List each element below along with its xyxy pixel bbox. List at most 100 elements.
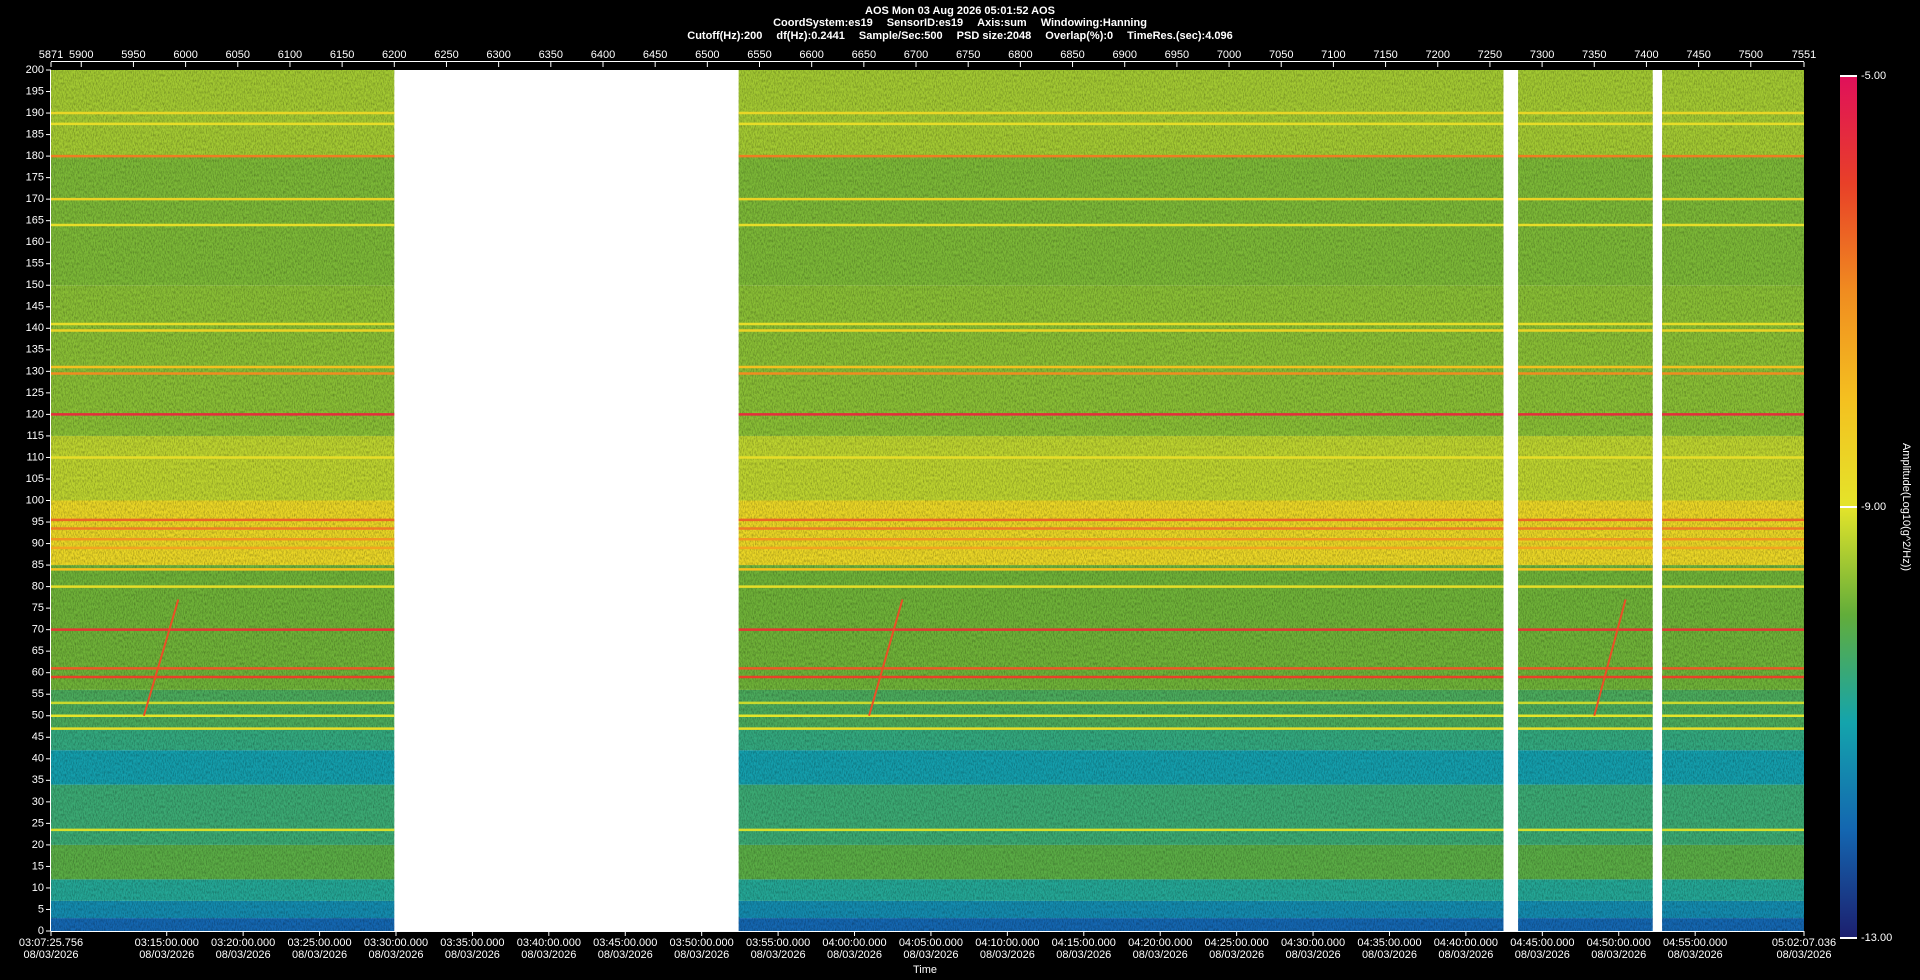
time-tick-label: 03:35:00.000: [440, 937, 504, 949]
spectrogram: [51, 70, 1804, 931]
chirp: [1593, 599, 1627, 717]
x-tick-label: 6500: [695, 49, 719, 61]
header-field: Windowing:Hanning: [1041, 17, 1147, 29]
y-tick-label: 190: [26, 107, 44, 119]
time-tick-date: 08/03/2026: [751, 949, 806, 961]
time-tick-label: 04:20:00.000: [1128, 937, 1192, 949]
noise-texture: [1518, 70, 1653, 931]
y-tick-label: 65: [32, 645, 44, 657]
time-tick-date: 08/03/2026: [521, 949, 576, 961]
time-tick-date: 08/03/2026: [1133, 949, 1188, 961]
time-tick-label: 04:10:00.000: [975, 937, 1039, 949]
x-tick-label: 6700: [904, 49, 928, 61]
time-tick-date: 08/03/2026: [1591, 949, 1646, 961]
x-tick-label: 7250: [1478, 49, 1502, 61]
time-tick-label: 03:20:00.000: [211, 937, 275, 949]
x-tick-label: 7150: [1373, 49, 1397, 61]
header-field: Axis:sum: [977, 17, 1027, 29]
x-tick-label: 6000: [173, 49, 197, 61]
x-tick-label: 6400: [591, 49, 615, 61]
y-tick-label: 5: [38, 903, 44, 915]
y-tick-label: 195: [26, 85, 44, 97]
colorbar-tick-label: -13.00: [1861, 932, 1892, 944]
x-tick-label: 7551: [1792, 49, 1816, 61]
time-tick-label: 04:35:00.000: [1357, 937, 1421, 949]
header-field: AOS Mon 03 Aug 2026 05:01:52 AOS: [865, 5, 1055, 17]
noise-texture: [738, 70, 1504, 931]
header-field: Cutoff(Hz):200: [687, 30, 762, 42]
x-tick-label: 6450: [643, 49, 667, 61]
x-tick-label: 6350: [539, 49, 563, 61]
time-tick-date: 08/03/2026: [1438, 949, 1493, 961]
x-tick-label: 6850: [1060, 49, 1084, 61]
time-tick-label: 03:50:00.000: [670, 937, 734, 949]
colorbar-tick-label: -9.00: [1861, 501, 1886, 513]
y-tick-label: 180: [26, 150, 44, 162]
y-tick-label: 40: [32, 753, 44, 765]
y-tick-label: 150: [26, 279, 44, 291]
x-tick-label: 6900: [1112, 49, 1136, 61]
x-tick-label: 7350: [1582, 49, 1606, 61]
x-tick-label: 6050: [226, 49, 250, 61]
x-tick-label: 6650: [852, 49, 876, 61]
time-tick-label: 03:30:00.000: [364, 937, 428, 949]
time-tick-date: 08/03/2026: [1515, 949, 1570, 961]
time-tick-date: 08/03/2026: [1286, 949, 1341, 961]
x-tick-label: 7000: [1217, 49, 1241, 61]
time-tick-date: 08/03/2026: [1362, 949, 1417, 961]
y-tick-label: 35: [32, 774, 44, 786]
x-tick-label: 6300: [486, 49, 510, 61]
header-field: Overlap(%):0: [1045, 30, 1113, 42]
time-tick-date: 08/03/2026: [1776, 949, 1831, 961]
x-tick-label: 5871: [39, 49, 63, 61]
x-tick-label: 7100: [1321, 49, 1345, 61]
time-tick-label: 04:25:00.000: [1205, 937, 1269, 949]
time-tick-date: 08/03/2026: [292, 949, 347, 961]
x-tick-label: 6100: [278, 49, 302, 61]
time-tick-label: 04:00:00.000: [822, 937, 886, 949]
header-row: AOS Mon 03 Aug 2026 05:01:52 AOS: [865, 5, 1055, 17]
y-tick-label: 85: [32, 559, 44, 571]
time-tick-label: 03:25:00.000: [287, 937, 351, 949]
x-tick-label: 6800: [1008, 49, 1032, 61]
time-tick-label: 04:40:00.000: [1434, 937, 1498, 949]
time-tick-label: 04:30:00.000: [1281, 937, 1345, 949]
y-tick-label: 95: [32, 516, 44, 528]
time-tick-date: 08/03/2026: [1668, 949, 1723, 961]
x-tick-label: 7300: [1530, 49, 1554, 61]
header-field: df(Hz):0.2441: [776, 30, 844, 42]
time-tick-date: 08/03/2026: [980, 949, 1035, 961]
header-field: SensorID:es19: [887, 17, 963, 29]
y-tick-label: 75: [32, 602, 44, 614]
y-tick-label: 175: [26, 172, 44, 184]
x-tick-label: 7200: [1426, 49, 1450, 61]
y-tick-label: 170: [26, 193, 44, 205]
y-tick-label: 160: [26, 236, 44, 248]
x-tick-label: 5950: [121, 49, 145, 61]
time-tick-label: 03:55:00.000: [746, 937, 810, 949]
x-tick-label: 7050: [1269, 49, 1293, 61]
time-tick-date: 08/03/2026: [598, 949, 653, 961]
noise-texture: [51, 70, 395, 931]
header-field: Sample/Sec:500: [859, 30, 943, 42]
time-tick-date: 08/03/2026: [368, 949, 423, 961]
x-tick-label: 5900: [69, 49, 93, 61]
time-tick-date: 08/03/2026: [216, 949, 271, 961]
chirp: [868, 599, 904, 717]
x-tick-label: 6600: [799, 49, 823, 61]
x-tick-label: 6250: [434, 49, 458, 61]
header-row: CoordSystem:es19 SensorID:es19 Axis:sum Win…: [773, 17, 1147, 29]
y-tick-label: 60: [32, 667, 44, 679]
y-tick-label: 185: [26, 128, 44, 140]
y-tick-label: 0: [38, 925, 44, 937]
colorbar-tick-label: -5.00: [1861, 70, 1886, 82]
x-tick-label: 7450: [1686, 49, 1710, 61]
x-tick-label: 7400: [1634, 49, 1658, 61]
y-tick-label: 45: [32, 731, 44, 743]
time-tick-label: 03:40:00.000: [517, 937, 581, 949]
y-tick-label: 100: [26, 494, 44, 506]
y-tick-label: 90: [32, 537, 44, 549]
time-tick-label: 04:05:00.000: [899, 937, 963, 949]
